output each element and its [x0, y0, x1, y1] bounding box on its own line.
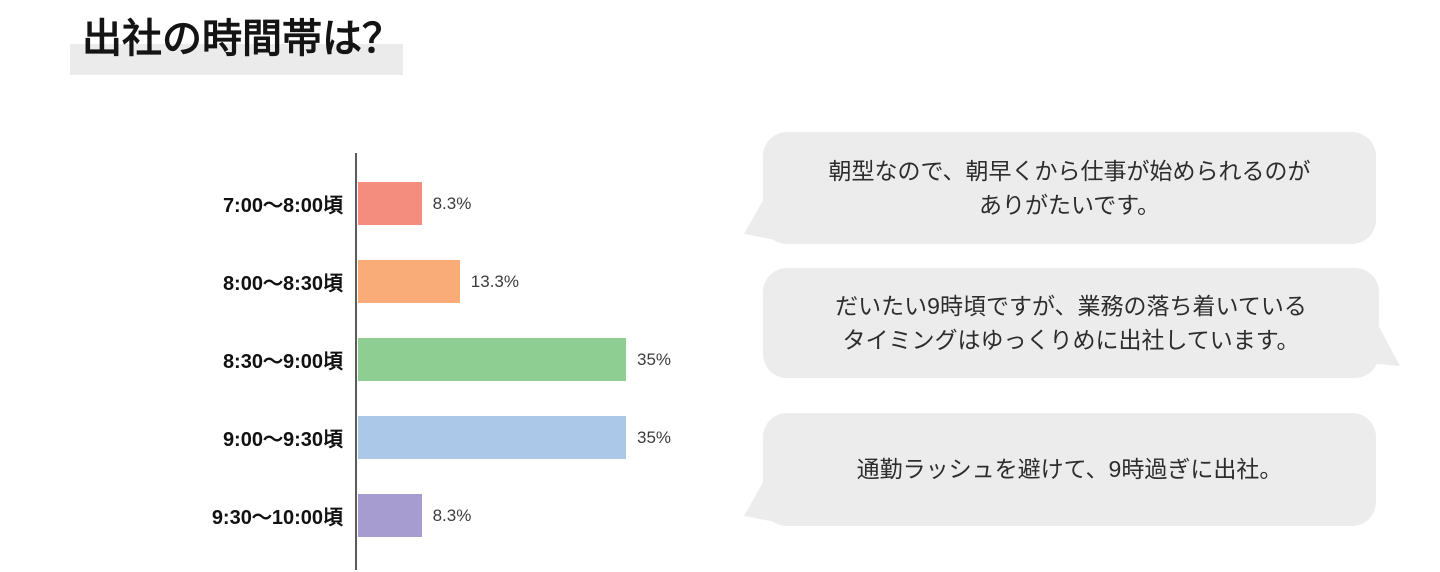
comment-bubble-1: 朝型なので、朝早くから仕事が始められるのが ありがたいです。 — [744, 132, 1376, 244]
value-label: 13.3% — [470, 271, 519, 291]
bar — [358, 338, 626, 381]
comment-bubble-2: だいたい9時頃ですが、業務の落ち着いている タイミングはゆっくりめに出社していま… — [763, 268, 1400, 378]
chart-row: 9:00〜9:30頃 35% — [40, 416, 671, 459]
bubble-tail-left-icon — [744, 200, 796, 244]
page-title: 出社の時間帯は？ — [82, 17, 402, 61]
comment-text-2: だいたい9時頃ですが、業務の落ち着いている タイミングはゆっくりめに出社していま… — [835, 292, 1307, 354]
chart-row: 9:30〜10:00頃 8.3% — [40, 494, 671, 537]
value-label: 35% — [637, 427, 672, 447]
category-label: 7:00〜8:00頃 — [222, 195, 343, 217]
chart-row: 8:00〜8:30頃 13.3% — [40, 260, 671, 303]
value-label: 35% — [637, 349, 672, 369]
category-label: 9:30〜10:00頃 — [211, 507, 343, 529]
bar — [358, 260, 460, 303]
bubble-tail-left-icon — [744, 482, 796, 526]
bar — [358, 416, 626, 459]
value-label: 8.3% — [432, 505, 472, 525]
category-label: 8:00〜8:30頃 — [222, 273, 343, 295]
chart-row: 8:30〜9:00頃 35% — [40, 338, 671, 381]
chart-rows: 7:00〜8:00頃 8.3% 8:00〜8:30頃 13.3% 8:30〜9:00頃 3… — [40, 182, 671, 572]
comment-bubble-3: 通勤ラッシュを避けて、9時過ぎに出社。 — [744, 413, 1376, 526]
comment-text-3: 通勤ラッシュを避けて、9時過ぎに出社。 — [856, 456, 1283, 483]
category-label: 9:00〜9:30頃 — [222, 429, 343, 451]
title-highlight-bar — [70, 44, 403, 75]
category-label: 8:30〜9:00頃 — [222, 351, 343, 373]
chart-axis-line — [355, 153, 357, 570]
chart-row: 7:00〜8:00頃 8.3% — [40, 182, 671, 225]
comment-text-1: 朝型なので、朝早くから仕事が始められるのが ありがたいです。 — [828, 157, 1311, 219]
value-label: 8.3% — [432, 193, 472, 213]
bubble-tail-right-icon — [1341, 324, 1400, 366]
bar — [358, 182, 422, 225]
bar — [358, 494, 422, 537]
